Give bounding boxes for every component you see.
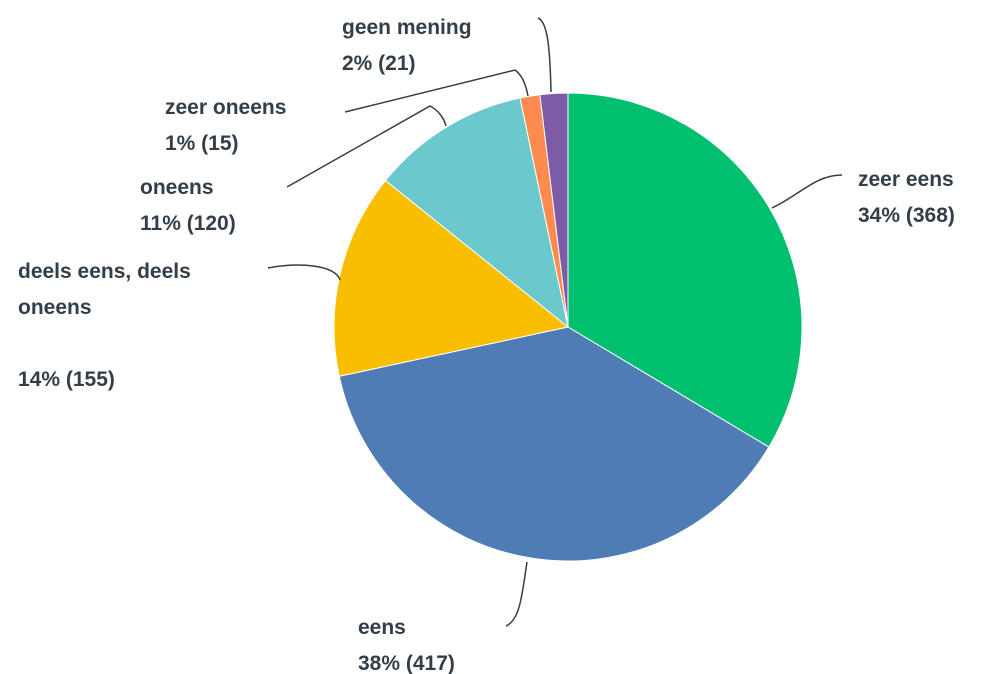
slice-label: deels eens, deels oneens 14% (155) [18, 254, 258, 398]
leader-lines [267, 17, 843, 627]
leader-line [505, 561, 528, 627]
category-label: deels eens, deels oneens [18, 260, 191, 319]
slice-label: geen mening 2% (21) [342, 10, 472, 82]
leader-line [771, 174, 843, 209]
value-label: 34% (368) [858, 204, 955, 227]
slice-label: eens 38% (417) [358, 610, 455, 674]
pie-slice [338, 326, 770, 562]
slice-label: oneens 11% (120) [140, 170, 236, 242]
value-label: 2% (21) [342, 52, 416, 75]
value-label: 38% (417) [358, 652, 455, 674]
category-label: zeer oneens [165, 96, 287, 119]
category-label: zeer eens [858, 168, 954, 191]
slice-label: zeer oneens 1% (15) [165, 90, 286, 162]
category-label: geen mening [342, 16, 472, 39]
leader-line [286, 105, 447, 188]
pie-slice [567, 92, 803, 448]
category-label: oneens [140, 176, 214, 199]
slice-label: zeer eens 34% (368) [858, 162, 955, 234]
leader-line [537, 17, 552, 93]
value-label: 1% (15) [165, 132, 239, 155]
leader-line [267, 264, 341, 281]
pie-slice [384, 97, 569, 329]
pie-slice [333, 179, 570, 377]
value-label: 11% (120) [140, 212, 236, 235]
pie-slice [539, 92, 569, 328]
leader-line [344, 69, 529, 113]
slices [333, 92, 803, 562]
value-label: 14% (155) [18, 368, 115, 391]
category-label: eens [358, 616, 406, 639]
